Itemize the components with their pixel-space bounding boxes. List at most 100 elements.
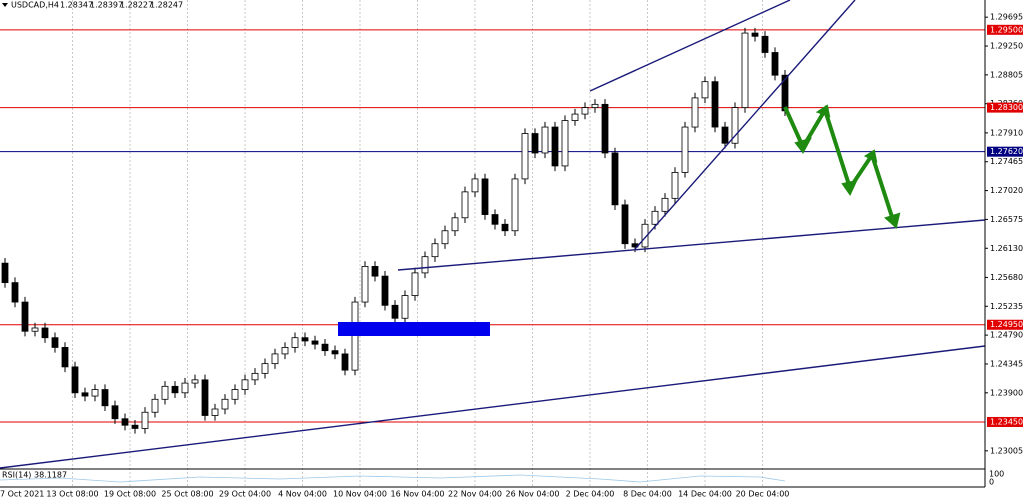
candle-body	[251, 372, 259, 381]
candle-body	[231, 389, 239, 400]
candle-body	[31, 327, 39, 332]
x-tick-label: 7 Oct 2021	[0, 490, 44, 499]
level-label: 1.24950	[990, 320, 1023, 329]
candle-body	[441, 230, 449, 245]
y-tick-label: 1.23900	[990, 388, 1023, 397]
candle-body	[101, 389, 109, 407]
y-tick-label: 1.24790	[990, 331, 1023, 340]
candle-body	[401, 295, 409, 319]
indicator-name: RSI(14)	[2, 471, 31, 480]
candle-body	[501, 223, 509, 232]
candle-body	[121, 418, 129, 426]
y-tick-label: 1.25235	[990, 302, 1023, 311]
indicator-line	[0, 474, 786, 483]
candle-body	[471, 178, 479, 193]
arrow-head	[863, 149, 878, 163]
candle-body	[771, 52, 779, 76]
candle-body	[361, 266, 369, 303]
candle-body	[571, 113, 579, 121]
candle-body	[271, 353, 279, 365]
level-tag	[987, 319, 1023, 330]
x-tick-label: 20 Dec 04:00	[736, 490, 790, 499]
candle-body	[701, 81, 709, 99]
candle-body	[661, 197, 669, 212]
candle-body	[551, 126, 559, 167]
candle-body	[481, 178, 489, 215]
candle-body	[331, 350, 339, 355]
candle-body	[81, 392, 89, 397]
trend-line	[397, 219, 986, 271]
candle-body	[391, 304, 399, 319]
candle-body	[111, 405, 119, 420]
candle-body	[421, 256, 429, 274]
candle-body	[201, 379, 209, 416]
candle-body	[561, 120, 569, 167]
candle-body	[671, 172, 679, 199]
x-tick-label: 14 Dec 04:00	[678, 490, 732, 499]
y-tick-label: 1.26575	[990, 215, 1023, 224]
candle-body	[311, 340, 319, 345]
candle-body	[211, 408, 219, 416]
candle-body	[761, 35, 769, 53]
y-tick-label: 1.25680	[990, 273, 1023, 282]
x-tick-label: 29 Oct 04:00	[219, 490, 271, 499]
trend-line	[634, 0, 856, 250]
y-tick-label: 1.24345	[990, 359, 1023, 368]
x-tick-label: 22 Nov 04:00	[448, 490, 502, 499]
arrow-head	[794, 137, 813, 154]
indicator-value: 38.1187	[34, 471, 67, 480]
candle-body	[451, 217, 459, 232]
level-tag	[987, 102, 1023, 113]
level-tag	[987, 146, 1023, 157]
candle-body	[291, 337, 299, 348]
trend-line	[589, 0, 791, 92]
candle-body	[61, 347, 69, 368]
candle-body	[411, 272, 419, 296]
candle-body	[341, 353, 349, 371]
level-label: 1.28300	[990, 103, 1023, 112]
candle-body	[141, 411, 149, 429]
x-tick-label: 10 Nov 04:00	[333, 490, 387, 499]
candle-body	[181, 382, 189, 394]
x-tick-label: 8 Dec 04:00	[623, 490, 672, 499]
level-label: 1.27620	[990, 147, 1023, 156]
candle-body	[531, 133, 539, 154]
candle-body	[521, 133, 529, 180]
x-tick-label: 4 Nov 04:00	[278, 490, 327, 499]
header-value: 1.28227	[120, 1, 153, 10]
level-label: 1.29500	[990, 25, 1023, 34]
indicator-scale: 0	[989, 478, 994, 487]
header-value: 1.28347	[60, 1, 93, 10]
candle-body	[41, 327, 49, 339]
candle-body	[131, 424, 139, 429]
candle-body	[381, 275, 389, 306]
level-label: 1.23450	[990, 417, 1023, 426]
candle-body	[781, 74, 789, 112]
x-tick-label: 25 Oct 08:00	[161, 490, 213, 499]
x-tick-label: 26 Nov 04:00	[506, 490, 560, 499]
candle-body	[581, 107, 589, 115]
candle-body	[691, 97, 699, 128]
y-tick-label: 1.29695	[990, 13, 1023, 22]
candle-body	[151, 398, 159, 413]
candle-body	[371, 266, 379, 277]
projection-path	[783, 105, 895, 221]
candle-body	[191, 379, 199, 384]
candle-body	[681, 126, 689, 173]
candle-body	[611, 152, 619, 206]
candle-body	[71, 366, 79, 394]
candle-body	[711, 81, 719, 128]
y-tick-label: 1.26130	[990, 244, 1023, 253]
candle-body	[281, 347, 289, 355]
candle-body	[261, 363, 269, 374]
x-tick-label: 16 Nov 04:00	[391, 490, 445, 499]
arrow-head	[815, 104, 831, 118]
candle-body	[621, 204, 629, 245]
x-tick-label: 19 Oct 08:00	[104, 490, 156, 499]
symbol: USDCAD,H4	[11, 1, 59, 10]
grid	[72, 0, 763, 487]
indicator-scale: 100	[989, 470, 1004, 479]
y-tick-label: 1.23005	[990, 446, 1023, 455]
